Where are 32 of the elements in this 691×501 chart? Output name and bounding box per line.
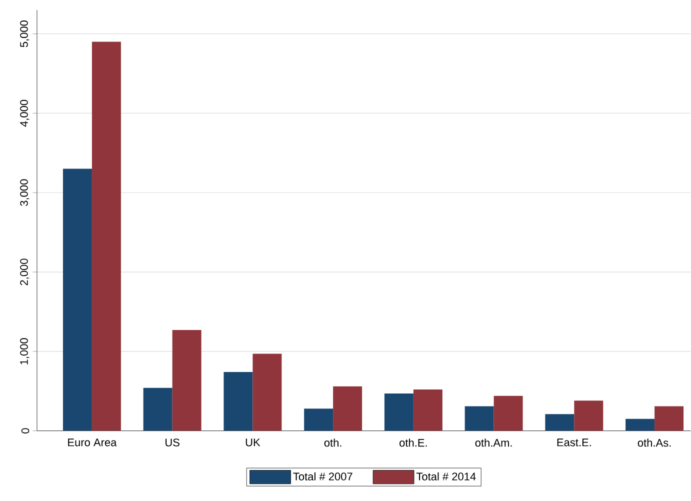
bar bbox=[224, 372, 253, 431]
legend-label: Total # 2014 bbox=[416, 472, 476, 481]
bar bbox=[252, 354, 282, 431]
x-tick-label: oth.As. bbox=[638, 438, 671, 447]
bar bbox=[464, 406, 494, 431]
bar bbox=[143, 388, 172, 431]
x-tick-label: UK bbox=[246, 438, 260, 446]
bar bbox=[384, 394, 414, 431]
bar bbox=[333, 386, 362, 431]
bar bbox=[413, 390, 442, 431]
legend-label: Total # 2007 bbox=[293, 472, 352, 481]
x-tick-label: East.E. bbox=[557, 438, 591, 446]
y-tick-label: 2,000 bbox=[20, 258, 30, 286]
bar bbox=[574, 400, 604, 431]
y-tick-label: 3,000 bbox=[20, 179, 30, 206]
bar bbox=[172, 330, 202, 431]
bar bbox=[304, 408, 334, 431]
y-tick-label: 1,000 bbox=[20, 338, 30, 364]
x-tick-label: Euro Area bbox=[68, 438, 117, 446]
bar bbox=[62, 168, 92, 431]
bar bbox=[92, 42, 121, 431]
y-tick-label: 0 bbox=[21, 428, 30, 434]
bar bbox=[494, 396, 523, 431]
bar bbox=[654, 406, 684, 431]
bar bbox=[545, 414, 574, 431]
bar bbox=[626, 419, 655, 431]
x-tick-label: US bbox=[166, 438, 180, 447]
y-tick-label: 4,000 bbox=[20, 100, 30, 127]
x-tick-label: oth.E. bbox=[400, 438, 427, 447]
x-tick-label: oth.Am. bbox=[475, 438, 512, 447]
x-tick-label: oth. bbox=[324, 438, 342, 447]
y-tick-label: 5,000 bbox=[20, 20, 30, 48]
